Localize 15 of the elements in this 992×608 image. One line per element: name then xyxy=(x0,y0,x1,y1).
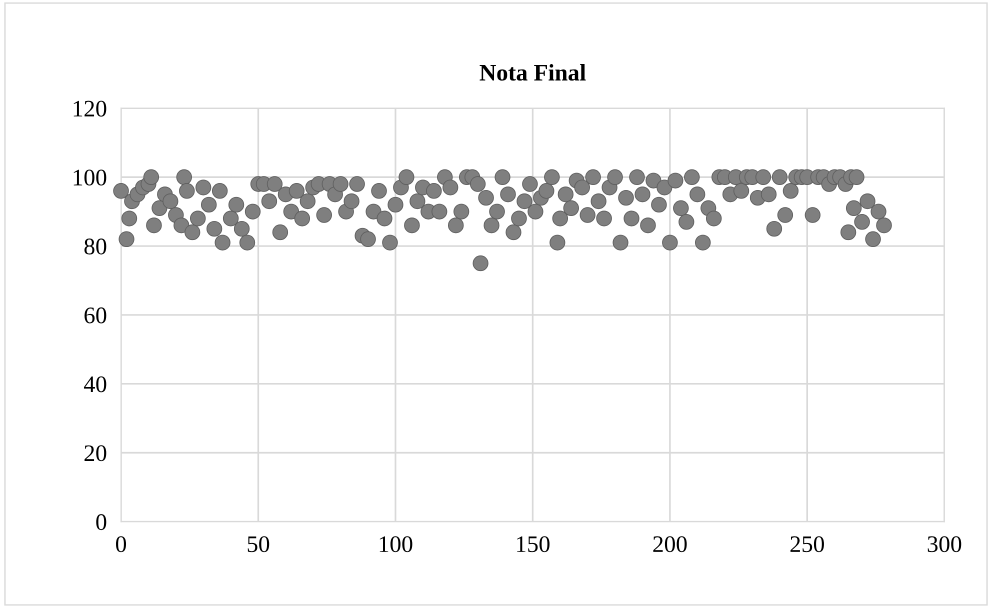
y-tick-label: 0 xyxy=(96,514,106,530)
y-tick-label: 80 xyxy=(84,238,106,254)
y-tick-label: 100 xyxy=(74,170,106,186)
y-tick-label: 40 xyxy=(84,376,106,392)
y-tick-label: 20 xyxy=(84,445,106,462)
x-tick-label: 200 xyxy=(653,536,687,552)
y-tick-label: 120 xyxy=(74,100,106,117)
chart-title: Nota Final xyxy=(480,64,586,81)
x-tick-label: 150 xyxy=(517,536,550,552)
x-tick-label: 0 xyxy=(116,536,126,552)
x-tick-label: 250 xyxy=(790,536,824,552)
x-tick-label: 300 xyxy=(928,536,962,552)
x-tick-label: 100 xyxy=(380,536,412,552)
x-tick-label: 50 xyxy=(248,536,270,552)
y-tick-label: 60 xyxy=(84,307,106,324)
